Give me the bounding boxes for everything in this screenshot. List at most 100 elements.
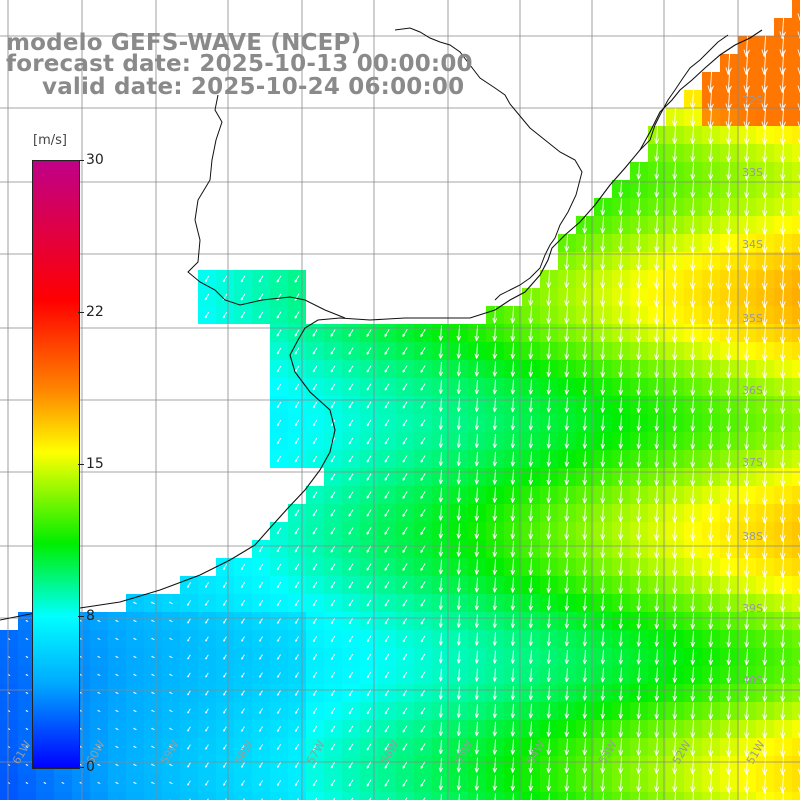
wind-arrow — [348, 725, 354, 733]
wind-arrow — [204, 275, 210, 283]
wind-arrow — [654, 216, 660, 234]
wind-arrow — [761, 485, 768, 505]
wind-arrow — [294, 401, 300, 409]
wind-arrow — [654, 613, 660, 630]
wind-arrow — [492, 739, 497, 755]
wind-arrow — [348, 545, 354, 553]
wind-arrow — [528, 757, 534, 773]
wind-arrow — [690, 468, 696, 487]
wind-arrow — [690, 684, 696, 702]
wind-arrow — [690, 539, 696, 559]
wind-arrow — [330, 761, 336, 769]
wind-arrow — [708, 557, 714, 577]
wind-arrow — [222, 600, 227, 607]
wind-arrow — [151, 763, 155, 767]
wind-arrow — [151, 781, 155, 785]
wind-arrow — [420, 761, 426, 769]
wind-arrow — [330, 635, 336, 643]
wind-cell — [72, 792, 90, 800]
wind-arrow — [654, 468, 660, 486]
wind-arrow — [708, 649, 714, 665]
wind-arrow — [636, 594, 642, 612]
wind-arrow — [312, 581, 318, 589]
wind-arrow — [402, 365, 408, 373]
wind-arrow — [528, 487, 534, 504]
wind-arrow — [744, 666, 750, 684]
wind-arrow — [205, 690, 209, 696]
wind-arrow — [725, 105, 732, 129]
wind-arrow — [384, 581, 390, 589]
wind-arrow — [438, 596, 443, 610]
wind-arrow — [636, 720, 642, 738]
wind-arrow — [762, 432, 768, 450]
wind-arrow — [187, 672, 191, 678]
wind-arrow — [348, 491, 354, 499]
wind-arrow — [708, 198, 714, 216]
wind-arrow — [618, 342, 624, 360]
wind-arrow — [474, 739, 479, 755]
wind-arrow — [312, 672, 318, 679]
wind-arrow — [618, 756, 624, 774]
wind-arrow — [708, 539, 714, 559]
colorbar-tick-label: 8 — [86, 608, 95, 624]
wind-arrow — [294, 581, 300, 589]
wind-arrow — [222, 563, 228, 571]
wind-arrow — [654, 539, 660, 559]
wind-arrow — [582, 667, 587, 683]
wind-arrow — [133, 727, 137, 731]
wind-arrow — [420, 545, 426, 554]
wind-arrow — [797, 552, 800, 560]
wind-arrow — [725, 539, 732, 560]
wind-arrow — [312, 725, 318, 733]
wind-arrow — [169, 673, 173, 677]
wind-arrow — [294, 599, 300, 607]
wind-arrow — [330, 365, 336, 373]
wind-arrow — [762, 467, 768, 487]
wind-arrow — [510, 540, 516, 558]
wind-arrow — [672, 720, 678, 738]
wind-cell — [792, 270, 800, 288]
wind-arrow — [600, 720, 606, 738]
wind-arrow — [582, 576, 588, 594]
wind-arrow — [546, 433, 551, 449]
wind-arrow — [187, 600, 191, 606]
wind-arrow — [330, 581, 336, 589]
wind-arrow — [636, 305, 642, 325]
wind-arrow — [708, 684, 714, 702]
wind-arrow — [618, 558, 624, 576]
wind-arrow — [546, 504, 552, 522]
wind-arrow — [761, 268, 768, 290]
wind-arrow — [744, 432, 750, 450]
wind-arrow — [456, 686, 461, 700]
wind-arrow — [726, 215, 732, 235]
wind-arrow — [761, 286, 768, 308]
wind-arrow — [566, 793, 568, 800]
wind-arrow — [762, 180, 768, 199]
wind-cell — [234, 792, 252, 800]
wind-arrow — [420, 437, 426, 445]
wind-arrow — [780, 215, 786, 235]
wind-arrow — [690, 576, 696, 595]
wind-arrow — [366, 689, 372, 697]
wind-arrow — [744, 341, 750, 361]
wind-arrow — [636, 450, 642, 468]
wind-arrow — [636, 198, 642, 216]
wind-arrow — [726, 396, 732, 414]
wind-arrow — [780, 432, 786, 450]
wind-arrow — [115, 709, 119, 713]
wind-arrow — [690, 233, 696, 253]
wind-arrow — [636, 360, 642, 378]
wind-cell — [360, 792, 378, 800]
wind-arrow — [726, 612, 732, 630]
wind-arrow — [259, 690, 263, 696]
wind-cell — [378, 792, 396, 800]
wind-arrow — [312, 779, 318, 787]
wind-arrow — [618, 486, 624, 504]
wind-arrow — [600, 451, 606, 468]
wind-arrow — [618, 738, 624, 756]
wind-arrow — [510, 577, 516, 593]
wind-arrow — [689, 305, 696, 326]
wind-arrow — [797, 516, 800, 524]
wind-arrow — [690, 737, 696, 757]
wind-arrow — [261, 798, 263, 800]
